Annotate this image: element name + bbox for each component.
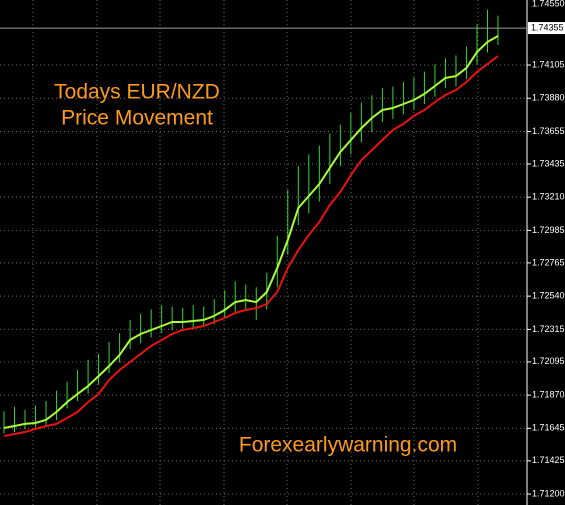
y-tick-label: 1.71645 [532, 423, 565, 433]
y-tick-label: 1.71425 [532, 455, 565, 465]
y-tick-label: 1.71200 [532, 488, 565, 498]
y-tick-label: 1.73655 [532, 126, 565, 136]
moving-average [3, 55, 499, 437]
current-price-box [528, 22, 565, 35]
y-tick-label: 1.72315 [532, 324, 565, 334]
y-tick-label: 1.73210 [532, 192, 565, 202]
y-tick-label: 1.72540 [532, 291, 565, 301]
annotation: Todays EUR/NZD [54, 81, 220, 104]
y-tick-label: 1.71870 [532, 389, 565, 399]
y-tick-label: 1.74105 [532, 59, 565, 69]
vertical-grid [32, 0, 479, 505]
y-tick-label: 1.73435 [532, 158, 565, 168]
annotation: Forexearlywarning.com [239, 434, 457, 457]
annotation: Price Movement [61, 107, 213, 130]
y-tick-label: 1.72765 [532, 257, 565, 267]
current-price-label: 1.74355 [531, 22, 564, 32]
y-tick-label: 1.72095 [532, 356, 565, 366]
moving-average [3, 35, 499, 429]
y-tick-label: 1.73880 [532, 93, 565, 103]
y-tick-label: 1.74550 [532, 0, 565, 8]
y-tick-label: 1.72985 [532, 225, 565, 235]
